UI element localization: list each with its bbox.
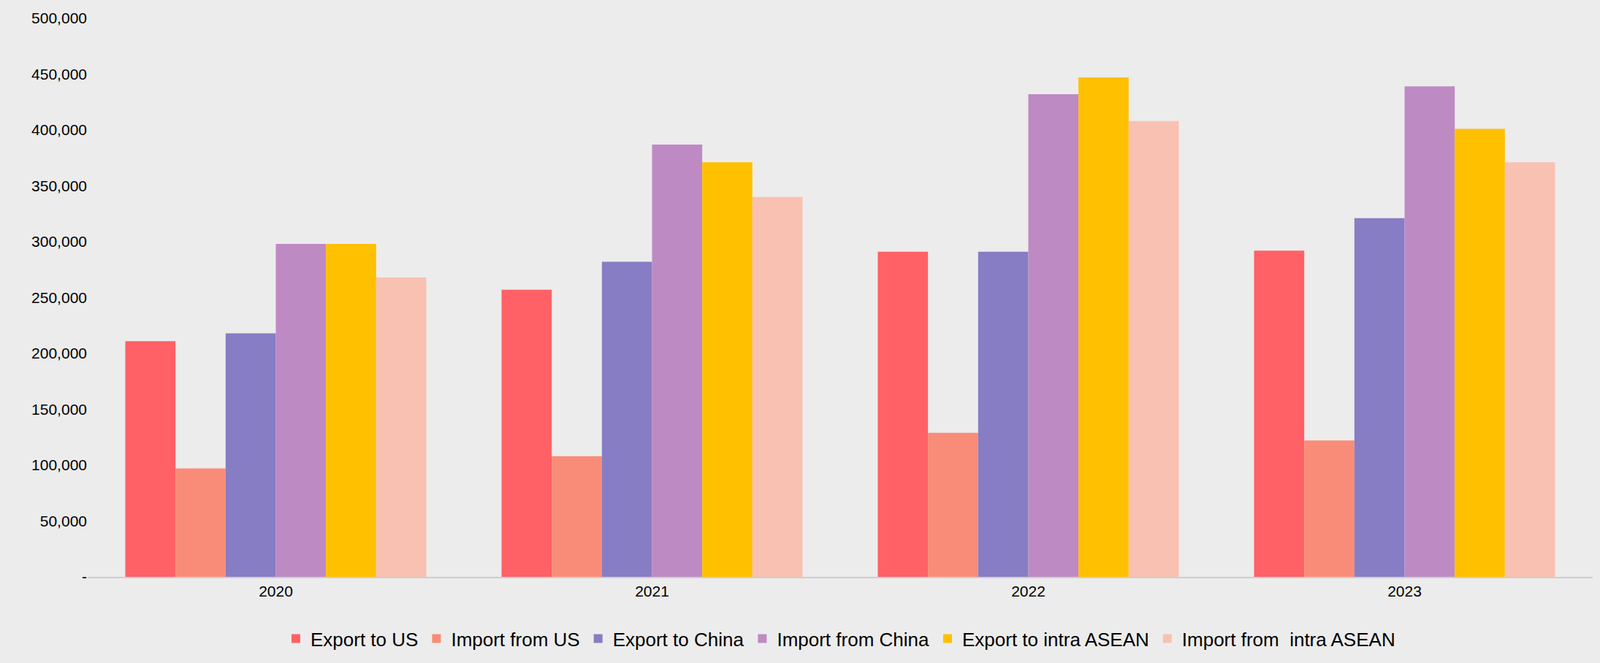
svg-text:450,000: 450,000 [31,65,87,83]
svg-text:Export to US: Export to US [310,629,418,651]
svg-text:350,000: 350,000 [31,177,87,195]
svg-text:150,000: 150,000 [31,401,87,418]
svg-text:2021: 2021 [634,583,670,600]
svg-text:Export to intra ASEAN: Export to intra ASEAN [962,629,1150,651]
svg-text:50,000: 50,000 [40,512,87,530]
svg-text:500,000: 500,000 [31,9,87,27]
svg-text:Import from intra ASEAN: Import from intra ASEAN [1182,629,1396,651]
svg-text:300,000: 300,000 [31,233,87,250]
svg-text:2023: 2023 [1387,583,1422,600]
svg-text:Import from US: Import from US [450,629,580,651]
svg-text:200,000: 200,000 [31,344,87,362]
svg-text:2020: 2020 [258,583,293,600]
svg-text:2022: 2022 [1011,583,1046,600]
svg-text:Import from China: Import from China [776,629,930,651]
svg-text:-: - [81,568,87,586]
svg-text:Export to China: Export to China [612,629,745,651]
svg-text:400,000: 400,000 [31,121,87,139]
svg-text:100,000: 100,000 [31,456,87,474]
svg-text:250,000: 250,000 [31,289,87,307]
